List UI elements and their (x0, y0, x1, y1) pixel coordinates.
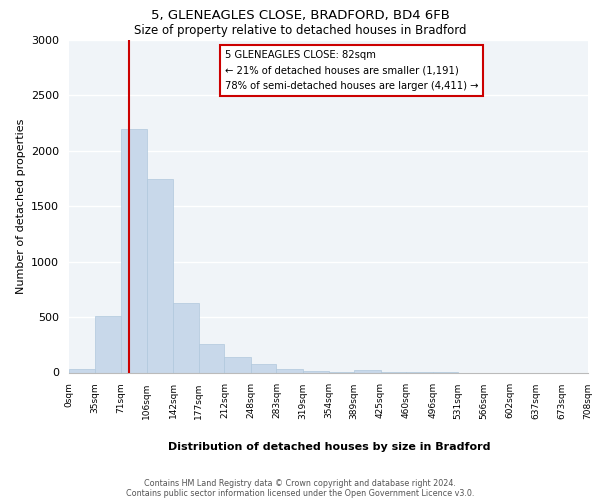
Text: Size of property relative to detached houses in Bradford: Size of property relative to detached ho… (134, 24, 466, 37)
Bar (147, 178, 173, 372)
Bar (224, 357, 251, 372)
Bar (173, 302, 199, 372)
Bar (354, 370, 380, 372)
Text: 5 GLENEAGLES CLOSE: 82sqm
← 21% of detached houses are smaller (1,191)
78% of se: 5 GLENEAGLES CLOSE: 82sqm ← 21% of detac… (224, 50, 478, 91)
Y-axis label: Number of detached properties: Number of detached properties (16, 118, 26, 294)
Bar (69, 369, 95, 372)
Text: Contains public sector information licensed under the Open Government Licence v3: Contains public sector information licen… (126, 489, 474, 498)
Text: Contains HM Land Registry data © Crown copyright and database right 2024.: Contains HM Land Registry data © Crown c… (144, 479, 456, 488)
Bar (121, 128, 147, 372)
Bar (251, 364, 277, 372)
Bar (199, 344, 224, 372)
Bar (277, 368, 303, 372)
Bar (95, 316, 121, 372)
Text: Distribution of detached houses by size in Bradford: Distribution of detached houses by size … (167, 442, 490, 452)
Text: 5, GLENEAGLES CLOSE, BRADFORD, BD4 6FB: 5, GLENEAGLES CLOSE, BRADFORD, BD4 6FB (151, 9, 449, 22)
